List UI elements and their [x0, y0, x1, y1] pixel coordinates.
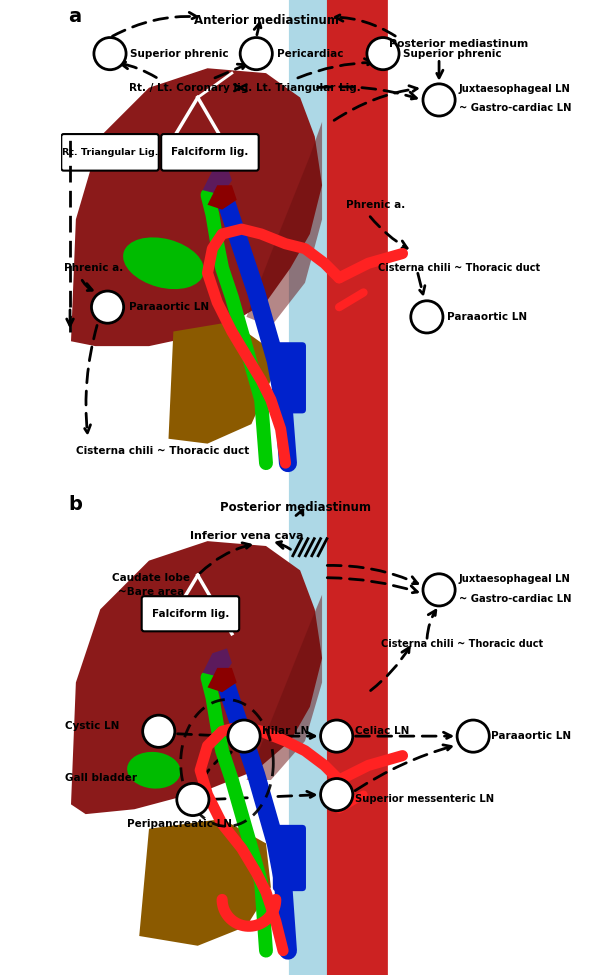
- Polygon shape: [71, 541, 322, 814]
- Polygon shape: [71, 68, 322, 346]
- Text: Pericardiac: Pericardiac: [277, 49, 343, 58]
- Text: Posterior mediastinum: Posterior mediastinum: [389, 39, 528, 49]
- Text: ~Bare area: ~Bare area: [118, 587, 185, 598]
- Circle shape: [423, 84, 455, 116]
- Polygon shape: [203, 166, 232, 195]
- Text: Hilar LN: Hilar LN: [262, 726, 309, 736]
- Circle shape: [321, 778, 353, 811]
- Text: Superior phrenic: Superior phrenic: [403, 49, 502, 58]
- Text: Paraaortic LN: Paraaortic LN: [129, 302, 209, 312]
- Text: Cisterna chili ~ Thoracic duct: Cisterna chili ~ Thoracic duct: [381, 639, 543, 648]
- Circle shape: [411, 300, 443, 333]
- Polygon shape: [168, 322, 271, 444]
- Text: Celiac LN: Celiac LN: [355, 726, 409, 736]
- FancyBboxPatch shape: [142, 597, 239, 632]
- Text: Superior phrenic: Superior phrenic: [131, 49, 229, 58]
- Text: Phrenic a.: Phrenic a.: [63, 263, 123, 273]
- Text: b: b: [68, 495, 82, 514]
- Text: Gall bladder: Gall bladder: [65, 772, 137, 783]
- FancyBboxPatch shape: [289, 0, 327, 515]
- Text: Peripancreatic LN: Peripancreatic LN: [127, 819, 232, 829]
- Circle shape: [143, 716, 175, 747]
- Circle shape: [94, 37, 126, 70]
- Text: Caudate lobe: Caudate lobe: [112, 572, 190, 583]
- Text: a: a: [68, 7, 82, 26]
- Text: Juxtaesophageal LN: Juxtaesophageal LN: [459, 84, 570, 94]
- Text: Inferior vena cava: Inferior vena cava: [190, 531, 303, 541]
- Circle shape: [367, 37, 399, 70]
- Text: Falciform lig.: Falciform lig.: [152, 608, 229, 619]
- Text: ~ Gastro-cardiac LN: ~ Gastro-cardiac LN: [459, 594, 571, 604]
- Ellipse shape: [123, 237, 204, 290]
- Text: Juxtaesophageal LN: Juxtaesophageal LN: [459, 574, 570, 584]
- Text: Falciform lig.: Falciform lig.: [171, 147, 249, 157]
- Text: Phrenic a.: Phrenic a.: [346, 200, 406, 210]
- Circle shape: [240, 37, 272, 70]
- Text: Posterior mediastinum: Posterior mediastinum: [220, 501, 371, 514]
- Text: Cisterna chili ~ Thoracic duct: Cisterna chili ~ Thoracic duct: [378, 263, 540, 273]
- Polygon shape: [207, 185, 237, 210]
- Circle shape: [423, 573, 455, 605]
- FancyBboxPatch shape: [61, 134, 159, 171]
- Polygon shape: [207, 668, 237, 692]
- Text: Cisterna chili ~ Thoracic duct: Cisterna chili ~ Thoracic duct: [76, 446, 249, 456]
- Circle shape: [457, 720, 489, 753]
- FancyBboxPatch shape: [161, 134, 259, 171]
- Text: Paraaortic LN: Paraaortic LN: [447, 312, 528, 322]
- FancyBboxPatch shape: [273, 825, 306, 891]
- Text: Anterior mediastinum: Anterior mediastinum: [193, 14, 339, 26]
- Polygon shape: [203, 648, 232, 678]
- Text: Rt. / Lt. Coronary lig.: Rt. / Lt. Coronary lig.: [129, 83, 252, 93]
- Circle shape: [228, 720, 260, 753]
- Polygon shape: [246, 122, 322, 327]
- Text: Lt. Triangular Lig.: Lt. Triangular Lig.: [256, 83, 361, 93]
- FancyBboxPatch shape: [320, 0, 388, 515]
- FancyBboxPatch shape: [289, 437, 327, 975]
- Ellipse shape: [127, 752, 181, 789]
- Polygon shape: [139, 819, 271, 946]
- Text: ~ Gastro-cardiac LN: ~ Gastro-cardiac LN: [459, 103, 571, 113]
- Circle shape: [177, 784, 209, 815]
- FancyBboxPatch shape: [320, 437, 388, 975]
- Circle shape: [321, 720, 353, 753]
- Text: Superior messenteric LN: Superior messenteric LN: [355, 795, 494, 804]
- Text: Paraaortic LN: Paraaortic LN: [491, 731, 572, 741]
- Text: Rt. Triangular Lig.: Rt. Triangular Lig.: [62, 147, 158, 157]
- Circle shape: [92, 291, 124, 324]
- Polygon shape: [246, 595, 322, 780]
- Text: Cystic LN: Cystic LN: [65, 722, 120, 731]
- FancyBboxPatch shape: [273, 342, 306, 413]
